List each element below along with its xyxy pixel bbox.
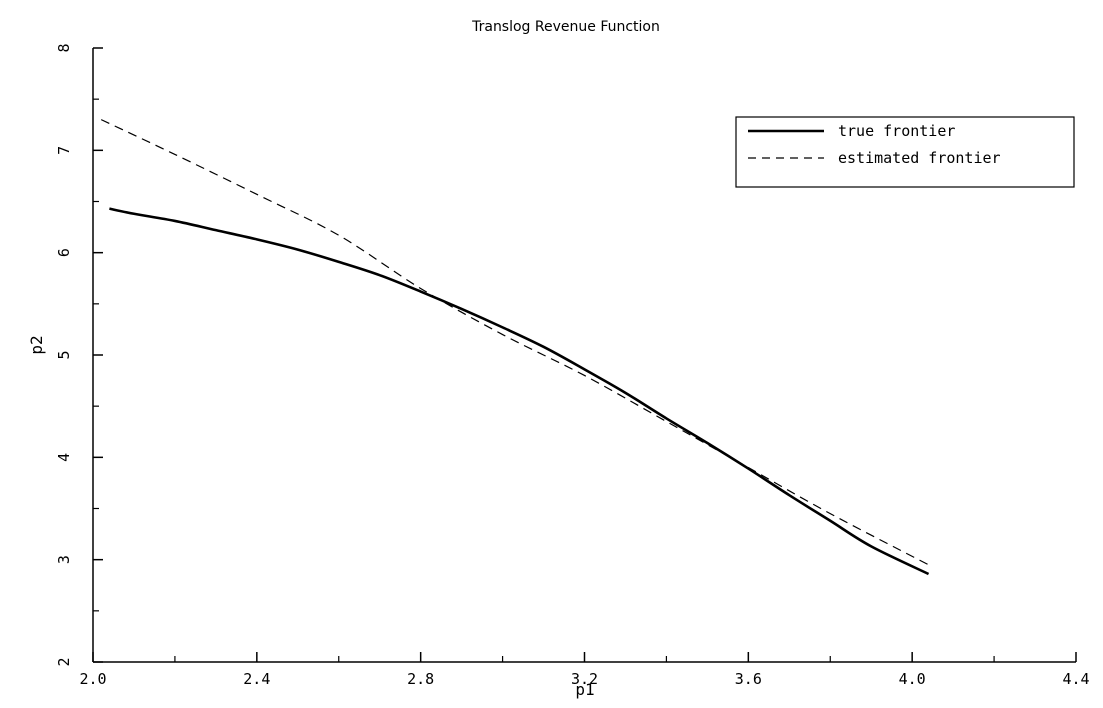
series-layer [100, 119, 930, 576]
series-line-true-frontier [109, 207, 930, 576]
x-tick-label: 2.8 [407, 670, 434, 688]
y-tick-label: 3 [55, 555, 73, 564]
chart-title: Translog Revenue Function [471, 19, 660, 35]
y-tick-label: 7 [55, 146, 73, 155]
y-tick-label: 6 [55, 248, 73, 257]
x-tick-label: 2.0 [79, 670, 106, 688]
x-tick-label: 4.0 [899, 670, 926, 688]
y-tick-label: 8 [55, 43, 73, 52]
x-tick-label: 4.4 [1062, 670, 1089, 688]
series-line-estimated-frontier [100, 119, 929, 566]
y-tick-label: 2 [55, 657, 73, 666]
x-tick-label: 3.2 [571, 670, 598, 688]
y-tick-label: 5 [55, 350, 73, 359]
x-tick-label: 3.6 [735, 670, 762, 688]
legend: true frontier estimated frontier [735, 116, 1075, 188]
y-ticks: 2 3 4 5 6 7 8 [55, 43, 103, 667]
y-axis-label: p2 [27, 335, 46, 354]
x-ticks: 2.0 2.4 2.8 3.2 3.6 4.0 4.4 [79, 652, 1090, 688]
legend-label-true-frontier: true frontier [838, 122, 955, 140]
x-tick-label: 2.4 [243, 670, 270, 688]
y-tick-label: 4 [55, 453, 73, 462]
legend-box [735, 116, 1075, 188]
legend-label-estimated-frontier: estimated frontier [838, 149, 1001, 167]
x-axis-label: p1 [575, 680, 594, 699]
